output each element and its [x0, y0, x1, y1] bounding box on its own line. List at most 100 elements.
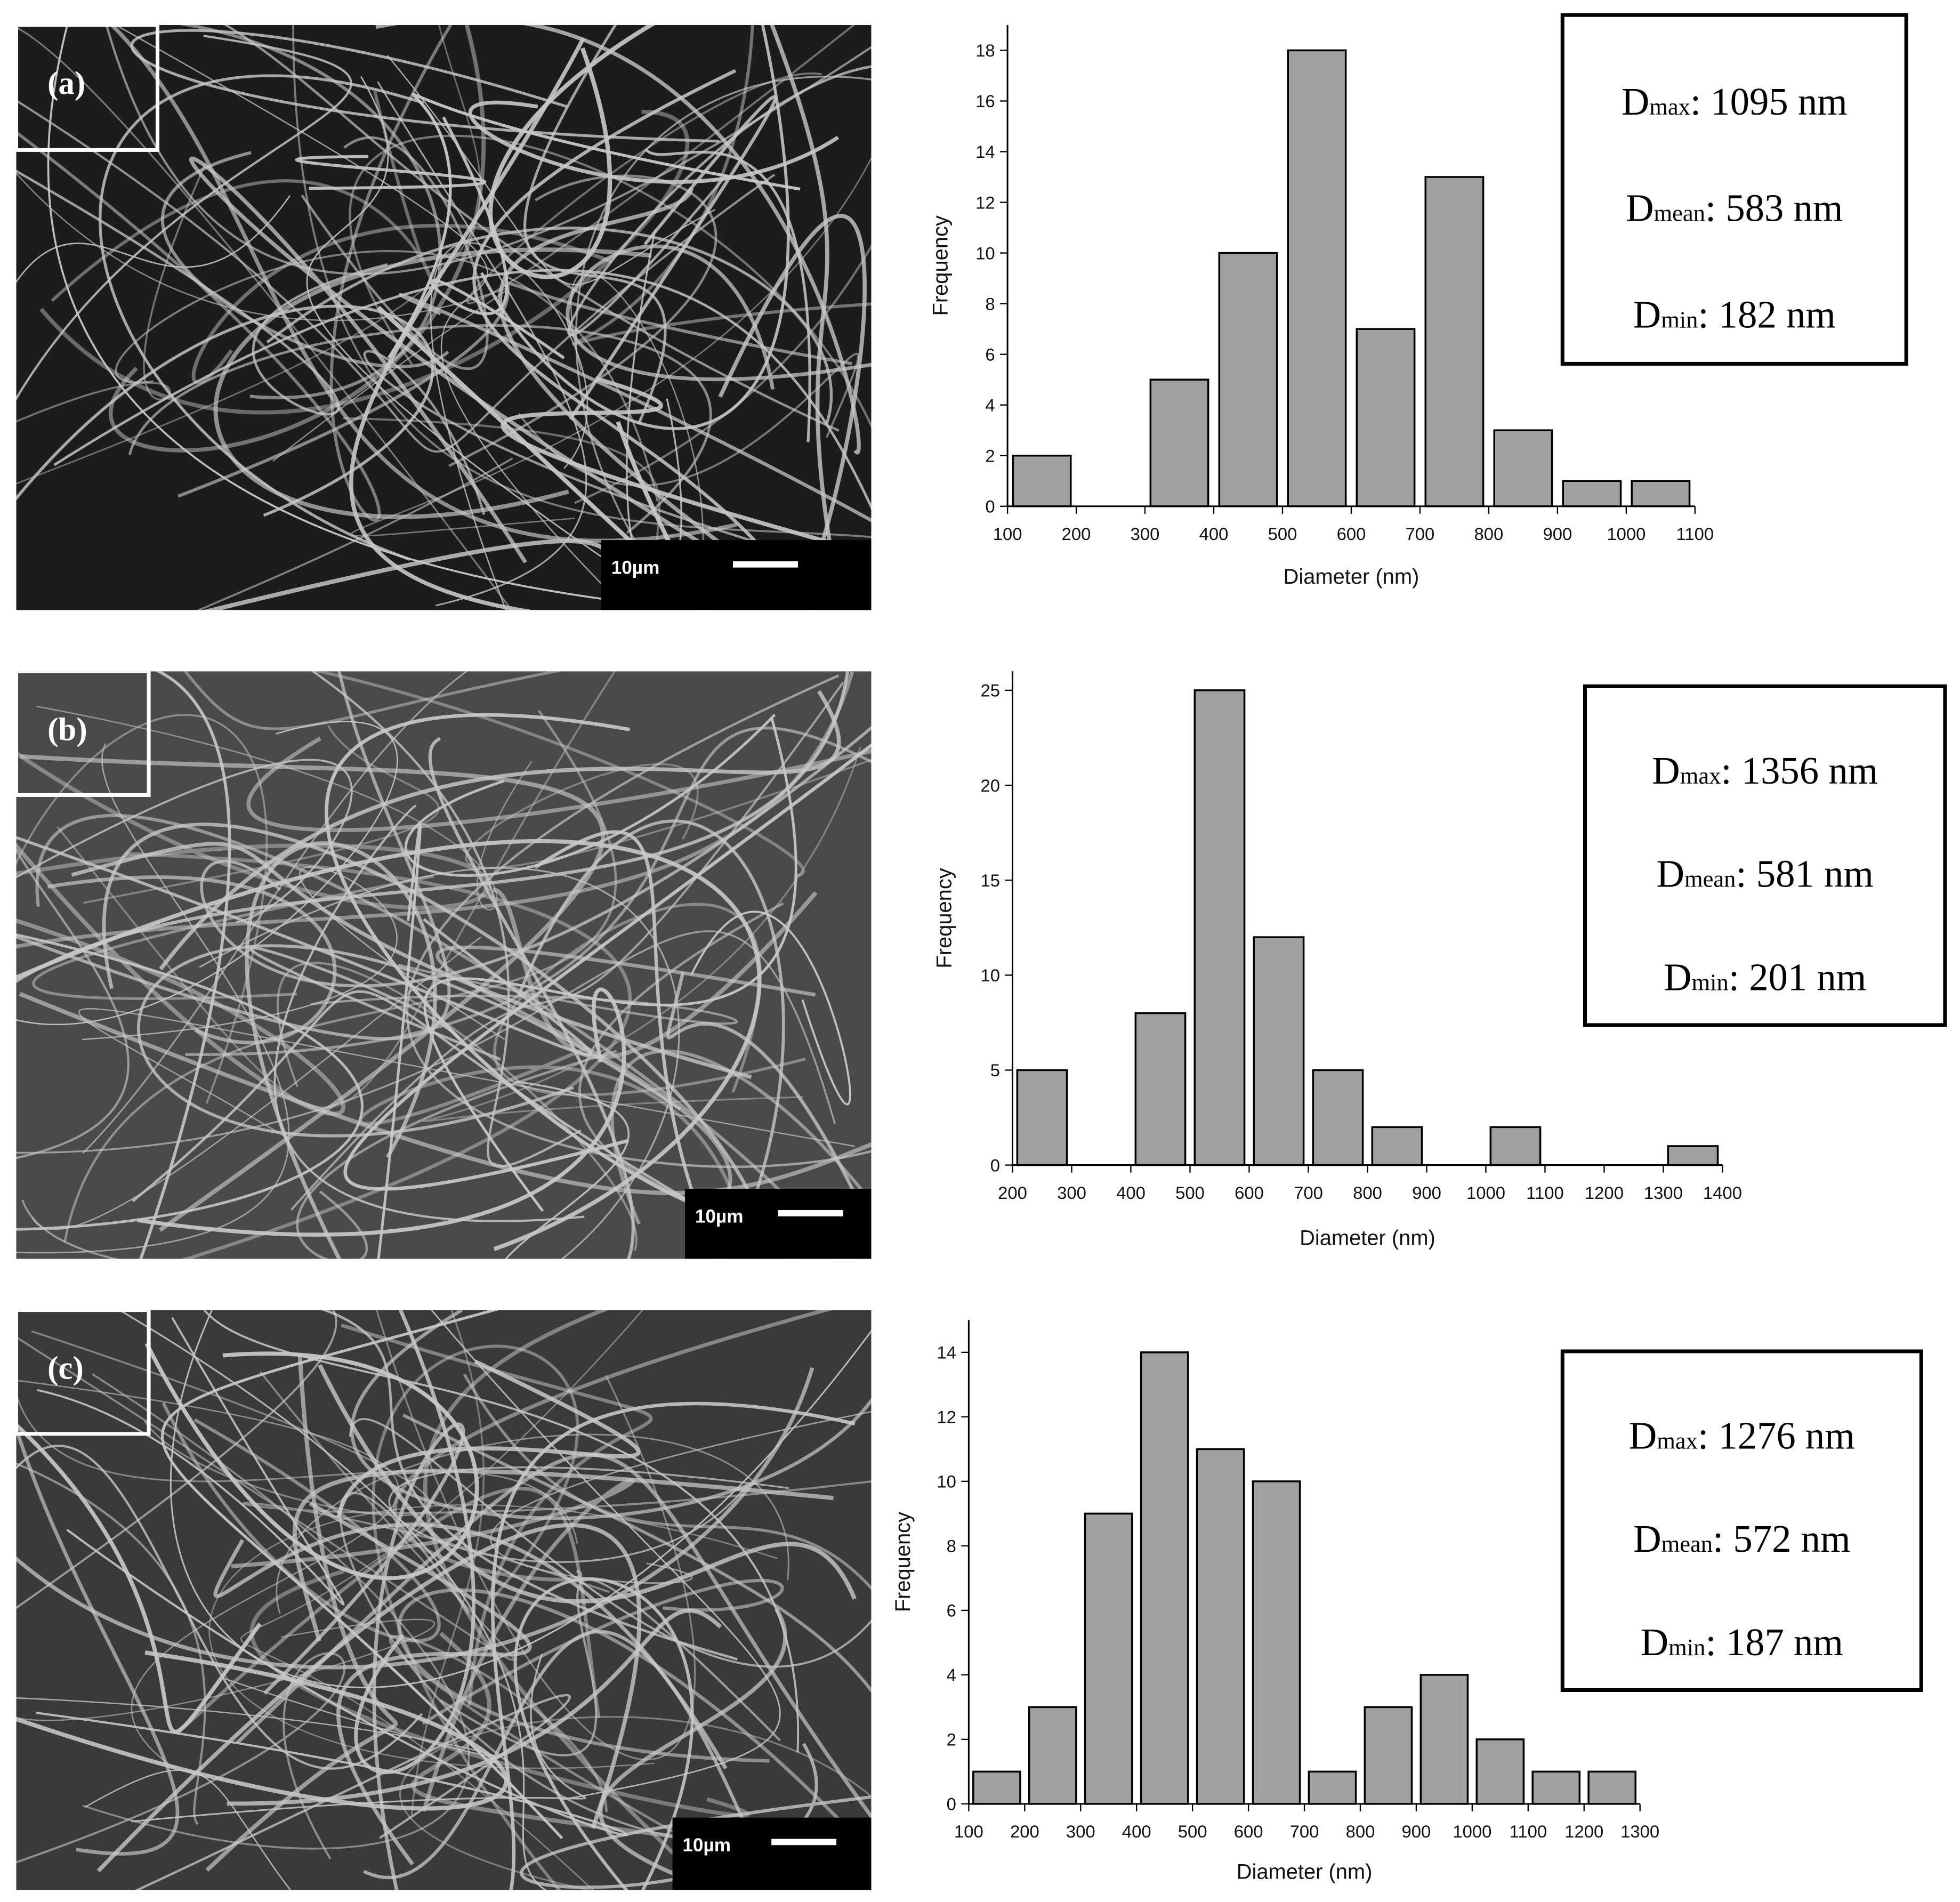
fiber [376, 1310, 696, 1761]
fiber [243, 1480, 872, 1593]
fiber [16, 1391, 578, 1544]
fiber [572, 25, 872, 346]
panel-label: (c) [47, 1351, 84, 1387]
fiber [16, 743, 290, 1254]
fiber [179, 25, 442, 399]
fiber [57, 671, 616, 1109]
y-tick-label: 0 [990, 1155, 1000, 1175]
y-tick-label: 2 [947, 1730, 956, 1750]
fiber [213, 247, 652, 519]
bar [1475, 1738, 1525, 1805]
x-tick-label: 700 [1406, 524, 1435, 544]
y-tick-label: 6 [985, 344, 995, 364]
sem-image [16, 25, 872, 610]
fiber [19, 992, 872, 1195]
bar [1253, 936, 1305, 1166]
y-tick-label: 4 [985, 395, 995, 415]
bar [1134, 1012, 1187, 1166]
x-tick-label: 1300 [1644, 1183, 1683, 1203]
fiber [296, 1050, 617, 1259]
scale-bar [778, 1210, 843, 1216]
x-tick-label: 1000 [1607, 524, 1646, 544]
annotation: Dmax: 1095 nm [1622, 80, 1848, 123]
annotation-value: : 1356 nm [1721, 749, 1878, 792]
y-tick-label: 8 [947, 1536, 956, 1556]
x-axis-title: Diameter (nm) [1284, 565, 1419, 589]
annotation-value: : 581 nm [1736, 852, 1873, 896]
bar [1218, 252, 1278, 507]
y-tick-label: 2 [985, 446, 995, 465]
info-box [1583, 684, 1947, 1027]
fiber [139, 671, 231, 1259]
y-tick-label: 14 [975, 142, 995, 162]
y-tick-label: 10 [937, 1472, 956, 1492]
x-tick-label: 800 [1346, 1822, 1375, 1841]
bar [1631, 480, 1691, 507]
fiber [85, 1769, 292, 1890]
y-axis-title: Frequency [891, 1512, 915, 1612]
x-tick-label: 600 [1235, 1183, 1264, 1203]
bar [1149, 378, 1209, 507]
fiber [71, 842, 752, 1079]
fiber [161, 151, 449, 368]
fiber [354, 1310, 475, 1775]
fiber [240, 1310, 643, 1890]
fiber [16, 759, 353, 923]
fiber [125, 852, 632, 1259]
fiber [311, 963, 738, 1025]
panel-label: (b) [47, 712, 87, 747]
y-tick-label: 18 [975, 41, 995, 60]
bar [1287, 49, 1347, 507]
annotation-subscript: min [1661, 306, 1698, 333]
bar [1587, 1770, 1637, 1805]
x-axis-title: Diameter (nm) [1300, 1227, 1435, 1250]
x-tick-label: 1100 [1676, 524, 1714, 544]
bar [1196, 1448, 1245, 1805]
fiber [16, 1310, 337, 1609]
scale-bar-strip [672, 1817, 872, 1890]
fiber [490, 1411, 872, 1584]
bar [1424, 176, 1485, 507]
fiber [312, 671, 805, 877]
annotation-subscript: mean [1684, 866, 1736, 892]
y-tick-label: 10 [981, 965, 1001, 985]
x-tick-label: 200 [998, 1183, 1027, 1203]
fiber [16, 1422, 262, 1734]
fiber [336, 1359, 641, 1518]
x-tick-label: 200 [1010, 1822, 1039, 1841]
fiber [16, 671, 850, 984]
bar [972, 1770, 1021, 1805]
fiber [16, 930, 836, 1154]
x-tick-label: 400 [1122, 1822, 1151, 1841]
fiber [463, 1373, 872, 1591]
fiber [439, 1578, 781, 1756]
fiber [16, 1618, 435, 1721]
fiber [377, 823, 422, 1259]
fiber [430, 242, 588, 610]
fiber [389, 1635, 780, 1890]
fiber [16, 35, 352, 401]
fiber [16, 751, 491, 910]
annotation: Dmax: 1356 nm [1652, 749, 1878, 792]
y-tick-label: 25 [981, 681, 1001, 700]
fiber [16, 842, 346, 1116]
annotation-value: : 201 nm [1729, 955, 1866, 998]
fiber [343, 743, 872, 1191]
fiber [343, 417, 696, 610]
sem-image [16, 671, 872, 1259]
fiber [16, 195, 291, 284]
x-tick-label: 600 [1234, 1822, 1263, 1841]
fiber [16, 1422, 180, 1856]
y-tick-label: 8 [985, 294, 995, 313]
fiber [428, 737, 635, 1259]
scale-bar [732, 561, 798, 568]
fiber [208, 1504, 778, 1769]
fiber [349, 1418, 872, 1668]
fiber [82, 671, 468, 1154]
fiber [501, 376, 872, 556]
annotation-subscript: mean [1661, 1530, 1713, 1557]
fiber [199, 867, 680, 1259]
fiber [16, 836, 593, 1057]
